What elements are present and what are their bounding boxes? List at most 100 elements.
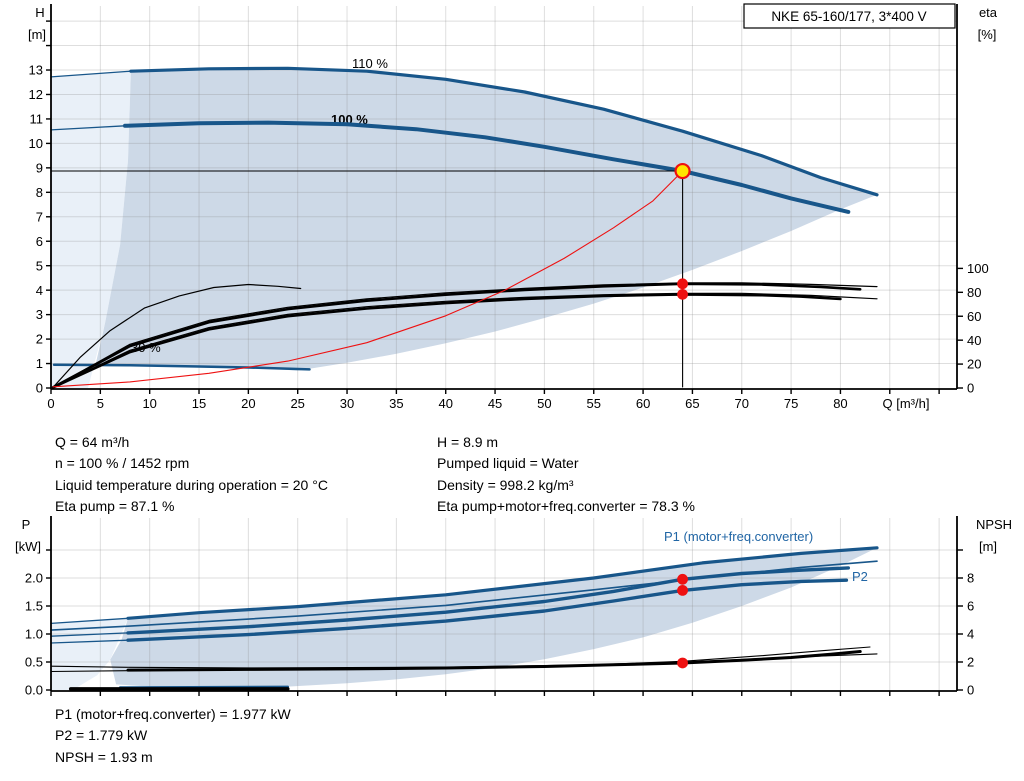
p2-100 xyxy=(126,578,849,642)
label-p1: P1 (motor+freq.converter) xyxy=(664,529,813,544)
tick-label: 75 xyxy=(784,396,798,411)
info-line-speed: n = 100 % / 1452 rpm xyxy=(55,455,190,472)
tick-label: 2 xyxy=(36,332,43,347)
y2-axis-title: NPSH xyxy=(976,517,1012,532)
tick-label: 7 xyxy=(36,209,43,224)
tick-label: 80 xyxy=(967,285,981,300)
tick-label: 9 xyxy=(36,160,43,175)
tick-label: 11 xyxy=(30,112,44,127)
tick-label: 65 xyxy=(685,396,699,411)
curve-110 xyxy=(129,66,879,197)
duty-info-left-column: Q = 64 m³/h n = 100 % / 1452 rpm Liquid … xyxy=(55,432,328,518)
info-line-density: Density = 998.2 kg/m³ xyxy=(437,476,574,493)
x-axis-title: Q [m³/h] xyxy=(883,396,930,411)
y-axis-unit: [kW] xyxy=(15,539,41,554)
tick-label: 60 xyxy=(636,396,650,411)
tick-label: 40 xyxy=(967,333,981,348)
tick-label: 1.0 xyxy=(25,627,43,642)
eta-pump-point xyxy=(677,278,688,290)
title-box xyxy=(743,3,956,29)
eta-pump-100 xyxy=(51,282,862,389)
eta-30 xyxy=(52,283,302,388)
tick-labels: 0.0 0.5 1.0 1.5 2.0 0 2 4 6 8 xyxy=(25,571,974,698)
npsh-point xyxy=(677,657,688,669)
tick-label: 2.0 xyxy=(25,571,43,586)
series xyxy=(50,546,879,691)
tick-label: 5 xyxy=(97,396,104,411)
npsh-branch xyxy=(682,653,878,663)
tick-label: 20 xyxy=(967,357,981,372)
tick-label: 35 xyxy=(389,396,403,411)
info-line-npsh: NPSH = 1.93 m xyxy=(55,748,153,765)
tick-label: 0 xyxy=(47,396,54,411)
envelope-dark xyxy=(95,68,877,371)
p1-110 xyxy=(126,546,879,620)
tick-label: 60 xyxy=(967,309,981,324)
tick-label: 10 xyxy=(29,136,43,151)
label-p2: P2 xyxy=(852,569,868,584)
tick-label: 0 xyxy=(967,683,974,698)
y2-axis-unit: [m] xyxy=(979,539,997,554)
tick-label: 10 xyxy=(142,396,156,411)
annotations: P [kW] NPSH [m] P1 (motor+freq.converter) P2 xyxy=(15,517,1012,584)
tick-label: 0 xyxy=(967,381,974,396)
tick-label: 12 xyxy=(29,87,43,102)
p1-point xyxy=(677,573,688,585)
tick-label: 25 xyxy=(290,396,304,411)
duty-point xyxy=(674,162,691,180)
eta-duty-red-curve xyxy=(52,170,684,388)
envelope-light xyxy=(51,71,131,388)
tick-label: 30 xyxy=(340,396,354,411)
tick-label: 1.5 xyxy=(25,599,43,614)
p2-100-min-flow xyxy=(50,639,129,644)
y-axis-unit: [m] xyxy=(28,27,46,42)
curve-110-min-flow xyxy=(50,70,132,78)
curve-100 xyxy=(123,120,851,214)
tick-label: 15 xyxy=(192,396,206,411)
tick-labels: 0 5 10 15 20 25 30 35 40 45 50 55 60 65 70 75 8001234567… xyxy=(29,63,989,411)
info-line-eta-total: Eta pump+motor+freq.converter = 78.3 % xyxy=(437,498,695,515)
tick-label: 80 xyxy=(833,396,847,411)
tick-label: 6 xyxy=(967,599,974,614)
tick-label: 13 xyxy=(29,63,43,78)
p2-110 xyxy=(50,560,878,631)
ticks xyxy=(46,549,963,696)
info-line-p2: P2 = 1.779 kW xyxy=(55,727,148,744)
tick-label: 45 xyxy=(488,396,502,411)
markers xyxy=(677,573,688,669)
envelope-light xyxy=(51,618,128,690)
info-line-eta-pump: Eta pump = 87.1 % xyxy=(55,498,175,515)
markers xyxy=(674,162,691,300)
p1-110-min-flow xyxy=(50,617,129,625)
tick-label: 2 xyxy=(967,655,974,670)
tick-label: 70 xyxy=(735,396,749,411)
tick-label: 4 xyxy=(967,627,974,642)
tick-label: 55 xyxy=(587,396,601,411)
y-axis-title: H xyxy=(35,5,44,20)
p1-100 xyxy=(126,566,850,635)
tick-label: 0.5 xyxy=(25,655,43,670)
tick-label: 40 xyxy=(438,396,452,411)
y2-axis-unit: [%] xyxy=(978,27,997,42)
tick-label: 3 xyxy=(36,307,43,322)
curve-100-min-flow xyxy=(50,125,126,131)
power-info-block: P1 (motor+freq.converter) = 1.977 kW P2 … xyxy=(55,704,291,768)
tick-label: 8 xyxy=(967,571,974,586)
npsh-100-min-flow xyxy=(50,670,129,673)
tick-label: 8 xyxy=(36,185,43,200)
p1-100-min-flow xyxy=(50,632,129,637)
tick-label: 6 xyxy=(36,234,43,249)
eta-total-point xyxy=(677,288,688,300)
tick-label: 1 xyxy=(36,356,43,371)
tick-label: 0 xyxy=(36,381,43,396)
areas xyxy=(51,68,877,388)
tick-label: 50 xyxy=(537,396,551,411)
y2-axis-title: eta xyxy=(979,5,998,20)
p2-point xyxy=(677,584,688,596)
info-line-temperature: Liquid temperature during operation = 20… xyxy=(55,476,328,493)
ticks xyxy=(46,20,963,394)
info-line-p1: P1 (motor+freq.converter) = 1.977 kW xyxy=(55,706,291,722)
tick-label: 5 xyxy=(36,258,43,273)
